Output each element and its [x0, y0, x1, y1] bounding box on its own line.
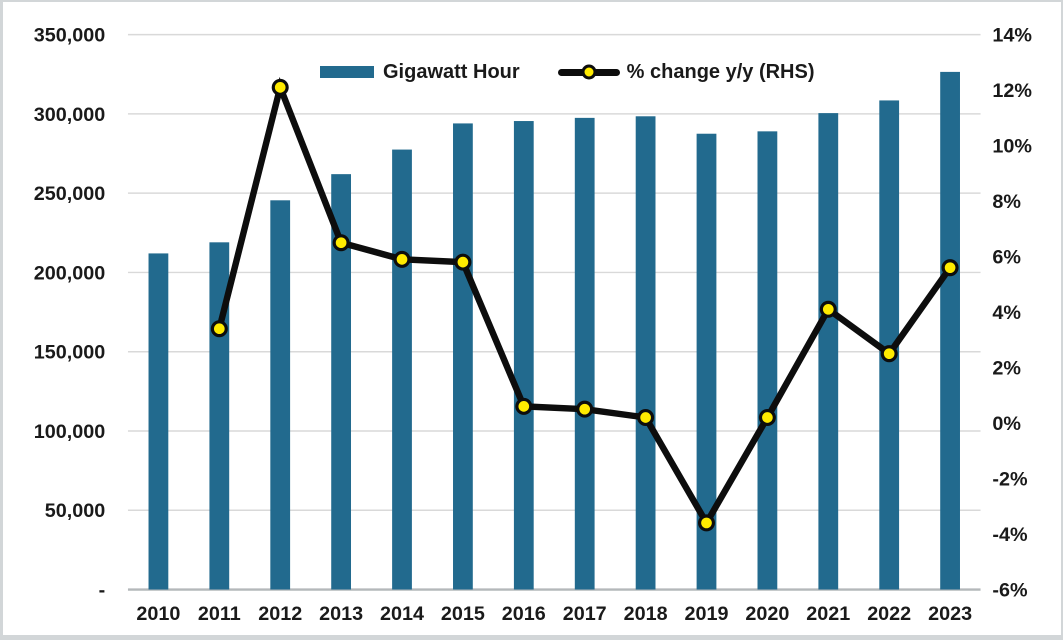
bar-2017 — [574, 117, 595, 590]
y-axis-tick-label-right: 6% — [992, 247, 1021, 269]
marker-dot-icon — [581, 64, 597, 80]
bar-2023 — [940, 71, 960, 590]
x-axis-tick-label: 2015 — [441, 603, 485, 625]
marker-dot-2014 — [393, 250, 411, 268]
bar-2016 — [513, 121, 534, 590]
bar-2010 — [148, 253, 169, 590]
x-axis-tick-label: 2020 — [745, 603, 789, 625]
marker-dot-2016 — [515, 397, 533, 415]
bar-2013 — [331, 174, 352, 590]
y-axis-tick-label-right: 0% — [992, 413, 1021, 435]
x-axis-tick-label: 2010 — [136, 603, 180, 625]
y-axis-tick-label-right: 8% — [992, 191, 1021, 213]
y-axis-tick-label-left: 50,000 — [45, 500, 105, 522]
bar-2018 — [635, 116, 656, 590]
marker-dot-2018 — [637, 408, 655, 427]
marker-dot-2022 — [880, 345, 898, 363]
legend-label-pct-change: % change y/y (RHS) — [626, 60, 815, 83]
y-axis-tick-label-left: 100,000 — [34, 421, 105, 443]
y-axis-tick-label-right: -2% — [992, 468, 1028, 490]
y-axis-tick-label-left: 250,000 — [34, 183, 105, 205]
y-axis-tick-label-right: 12% — [992, 80, 1032, 102]
y-axis-tick-label-right: 10% — [992, 136, 1032, 158]
legend-item-pct-change: % change y/y (RHS) — [557, 60, 815, 84]
bar-2021 — [818, 113, 839, 590]
x-axis-tick-label: 2022 — [867, 603, 911, 625]
y-axis-tick-label-left: 300,000 — [34, 104, 105, 126]
y-axis-tick-label-left: 350,000 — [34, 25, 105, 47]
x-axis-tick-label: 2011 — [198, 603, 241, 625]
y-axis-tick-label-right: 2% — [992, 357, 1021, 379]
x-axis-tick-label: 2013 — [319, 603, 363, 625]
x-axis-tick-label: 2023 — [928, 603, 972, 625]
marker-dot-2017 — [576, 400, 594, 418]
x-axis-tick-label: 2012 — [258, 603, 302, 625]
bar-series-swatch-icon — [320, 66, 374, 78]
legend-label-gigawatt-hour: Gigawatt Hour — [383, 60, 520, 83]
x-axis-tick-label: 2018 — [624, 603, 668, 625]
legend-item-gigawatt-hour: Gigawatt Hour — [320, 61, 520, 84]
marker-dot-2011 — [210, 320, 228, 338]
marker-dot-2013 — [332, 234, 350, 252]
line-series-swatch-icon — [557, 64, 620, 80]
marker-dot-2023 — [941, 259, 959, 277]
x-axis-tick-label: 2019 — [685, 603, 729, 625]
y-axis-tick-label-left: 200,000 — [34, 262, 105, 284]
marker-dot-2021 — [819, 300, 837, 318]
legend: Gigawatt Hour % change y/y (RHS) — [320, 58, 815, 86]
y-axis-tick-label-right: 14% — [992, 25, 1032, 47]
bar-2015 — [453, 123, 473, 590]
marker-dot-2015 — [454, 253, 472, 271]
bar-2019 — [696, 133, 717, 590]
marker-dot-2019 — [697, 514, 716, 532]
y-axis-tick-label-left: - — [99, 579, 106, 601]
bar-2020 — [757, 131, 778, 590]
y-axis-tick-label-right: -6% — [992, 579, 1028, 601]
y-axis-tick-label-right: 4% — [992, 302, 1021, 324]
bar-2022 — [879, 100, 900, 590]
x-axis-tick-label: 2021 — [806, 603, 850, 625]
y-axis-tick-label-left: 150,000 — [34, 342, 105, 364]
x-axis-tick-label: 2016 — [502, 603, 546, 625]
x-axis-tick-label: 2017 — [563, 603, 607, 625]
chart-canvas: 350,000 300,000 250,000 200,000 150,000 100,0… — [34, 25, 1033, 626]
bar-2014 — [392, 149, 412, 590]
marker-dot-2020 — [758, 408, 776, 427]
x-axis-tick-label: 2014 — [380, 603, 424, 625]
y-axis-tick-label-right: -4% — [992, 524, 1028, 546]
marker-dot-2012 — [271, 78, 289, 96]
bar-2012 — [270, 200, 291, 590]
